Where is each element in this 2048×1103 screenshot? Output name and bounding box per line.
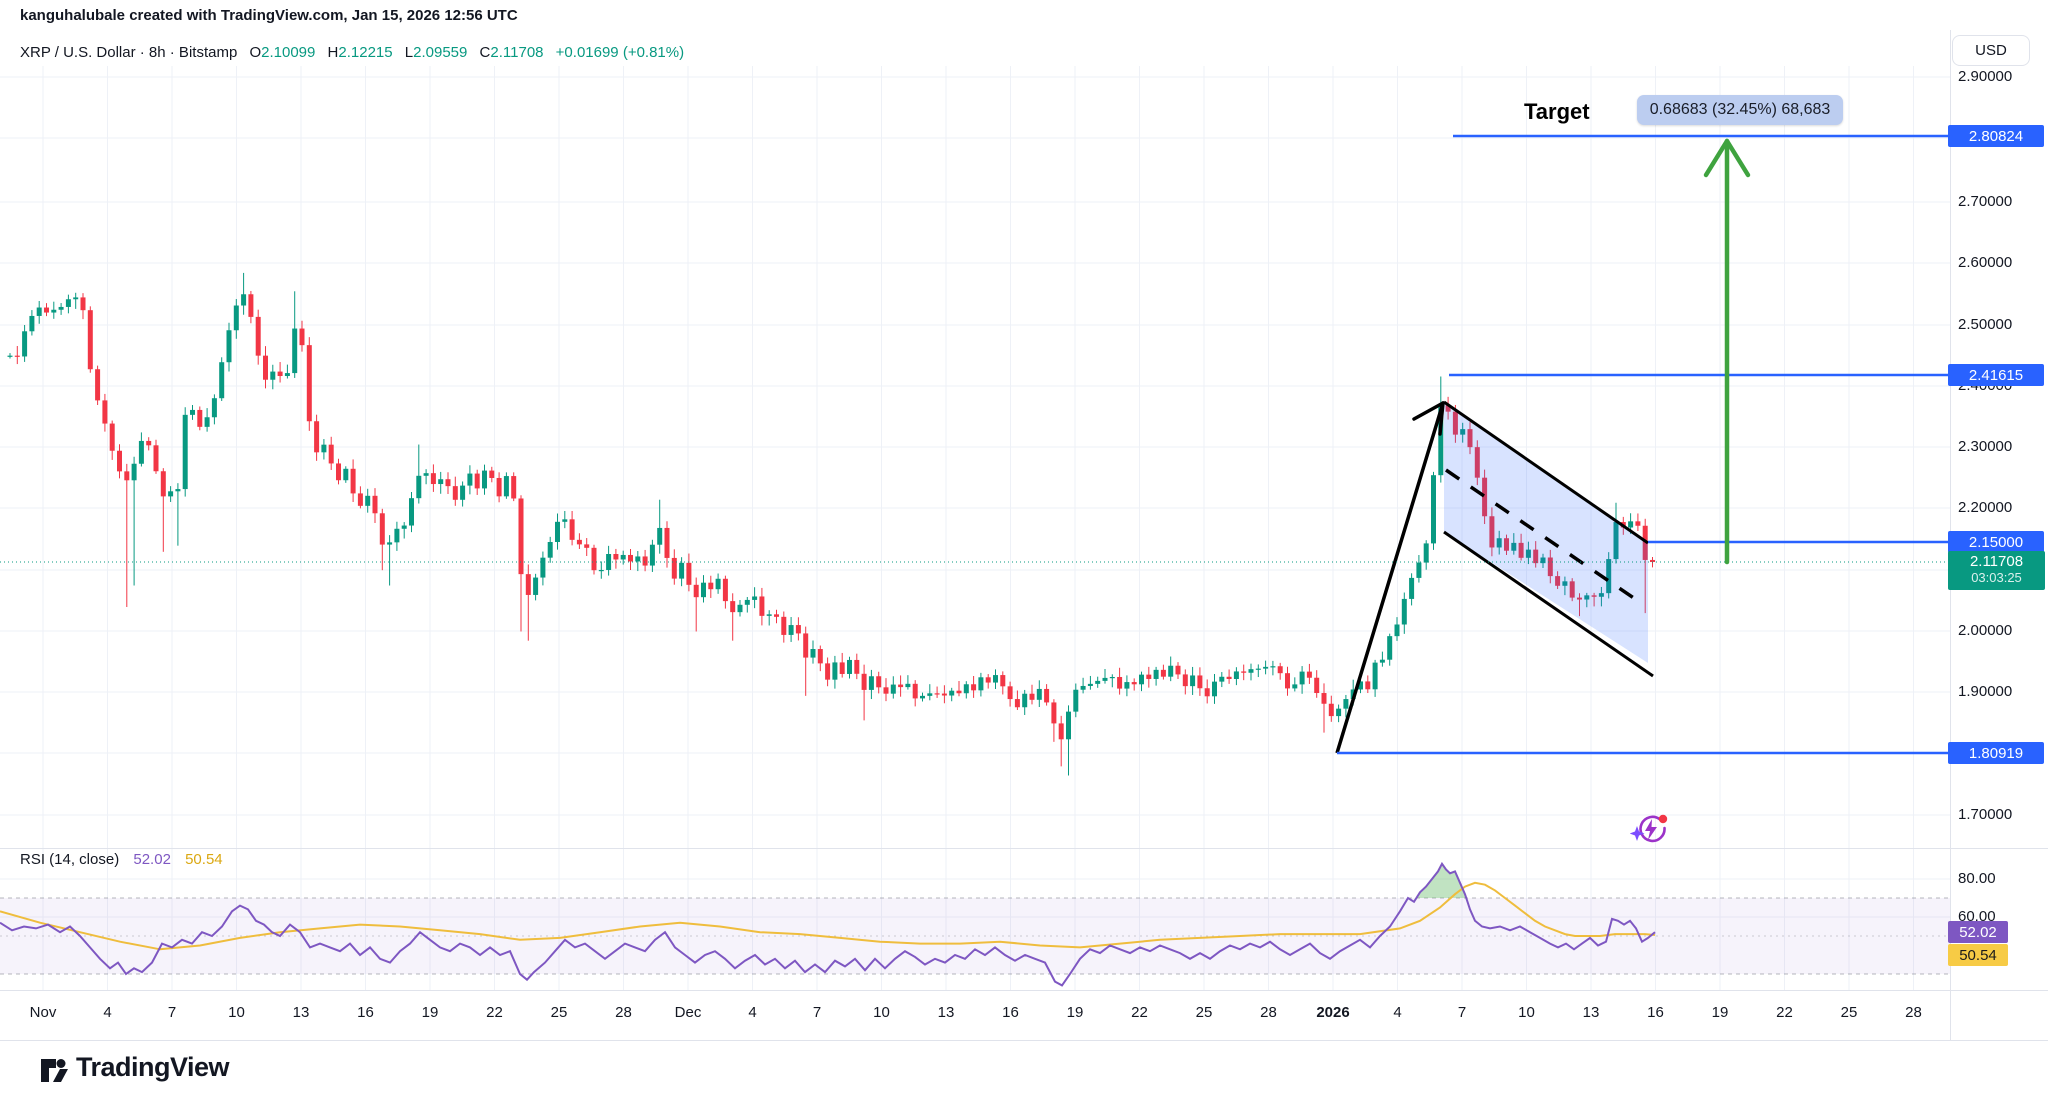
symbol-title[interactable]: XRP / U.S. Dollar · 8h · Bitstamp: [20, 44, 238, 61]
time-axis-label: 28: [1260, 1004, 1277, 1021]
time-axis-label: 10: [873, 1004, 890, 1021]
time-axis-label: 4: [103, 1004, 112, 1021]
time-axis-label: Nov: [29, 1004, 57, 1021]
price-axis-label: 2.90000: [1958, 68, 2013, 85]
change-value: +0.01699 (+0.81%): [555, 44, 685, 61]
flash-ai-icon[interactable]: [1630, 810, 1672, 852]
rsi-ma-value: 50.54: [185, 851, 223, 868]
high-label: H: [327, 44, 339, 61]
time-axis-label: 13: [292, 1004, 310, 1021]
symbol-legend[interactable]: XRP / U.S. Dollar · 8h · Bitstamp O2.100…: [20, 44, 684, 61]
attribution-header: kanguhalubale created with TradingView.c…: [20, 7, 518, 24]
high-value: 2.12215: [338, 44, 393, 61]
time-axis-label: 22: [486, 1004, 503, 1021]
time-axis-label: 25: [1195, 1004, 1213, 1021]
time-axis-label: 10: [228, 1004, 245, 1021]
time-axis-label: 16: [1002, 1004, 1019, 1021]
time-axis-label: 16: [357, 1004, 374, 1021]
time-axis-label: 7: [1457, 1004, 1467, 1021]
low-label: L: [404, 44, 414, 61]
time-axis-label: 2026: [1316, 1004, 1350, 1021]
time-axis-label: 10: [1518, 1004, 1535, 1021]
open-label: O: [249, 44, 262, 61]
time-axis-label: 28: [615, 1004, 632, 1021]
price-level-badge: 1.80919: [1948, 742, 2044, 764]
price-axis-label: 1.90000: [1958, 683, 2013, 700]
rsi-legend-title[interactable]: RSI (14, close): [20, 851, 120, 868]
price-level-badge: 2.15000: [1948, 531, 2044, 553]
rsi-ma-badge: 50.54: [1948, 944, 2008, 966]
time-axis-label: 7: [167, 1004, 177, 1021]
price-axis-label: 2.50000: [1958, 316, 2013, 333]
time-axis-label: 19: [421, 1004, 439, 1021]
bar-countdown: 03:03:25: [1971, 570, 2022, 585]
rsi-line: [0, 861, 1656, 987]
price-axis-label: 1.70000: [1958, 806, 2013, 823]
time-axis-label: 13: [1582, 1004, 1600, 1021]
time-axis-label: 4: [748, 1004, 757, 1021]
rsi-value: 52.02: [133, 851, 171, 868]
time-axis-label: 16: [1647, 1004, 1664, 1021]
time-axis-label: 13: [937, 1004, 955, 1021]
price-axis-label: 2.20000: [1958, 499, 2013, 516]
close-value: 2.11708: [490, 44, 544, 61]
rsi-ma-line: [0, 881, 1656, 951]
current-price-value: 2.11708: [1969, 553, 2024, 570]
low-value: 2.09559: [413, 44, 468, 61]
target-text: Target: [1524, 99, 1590, 124]
rsi-axis-label: 60.00: [1958, 908, 1996, 925]
time-axis-label: 25: [550, 1004, 568, 1021]
price-axis-label: 2.60000: [1958, 254, 2013, 271]
price-level-badge: 2.80824: [1948, 125, 2044, 147]
time-axis-label: Dec: [674, 1004, 702, 1021]
time-axis-label: 7: [812, 1004, 822, 1021]
tradingview-logo-icon[interactable]: [40, 1054, 74, 1088]
time-axis-label: 22: [1776, 1004, 1793, 1021]
time-axis-label: 4: [1393, 1004, 1402, 1021]
close-label: C: [479, 44, 491, 61]
time-axis-label: 28: [1905, 1004, 1922, 1021]
time-axis-label: 19: [1711, 1004, 1729, 1021]
rsi-value-badge: 52.02: [1948, 921, 2008, 943]
price-axis-label: 2.00000: [1958, 622, 2013, 639]
open-value: 2.10099: [261, 44, 316, 61]
current-price-badge: 2.11708 03:03:25: [1948, 551, 2045, 590]
measure-tooltip: 0.68683 (32.45%) 68,683: [1637, 95, 1843, 125]
currency-toggle-button[interactable]: USD: [1952, 35, 2030, 66]
rsi-indicator-legend[interactable]: RSI (14, close) 52.02 50.54: [20, 851, 223, 868]
price-level-badge: 2.41615: [1948, 364, 2044, 386]
time-axis-label: 22: [1131, 1004, 1148, 1021]
candlestick-series: [7, 272, 1655, 776]
time-axis-label: 25: [1840, 1004, 1858, 1021]
price-axis-label: 2.30000: [1958, 438, 2013, 455]
tradingview-wordmark[interactable]: TradingView: [76, 1052, 230, 1082]
rsi-axis-label: 80.00: [1958, 870, 1996, 887]
time-axis-label: 19: [1066, 1004, 1084, 1021]
price-axis-label: 2.70000: [1958, 193, 2013, 210]
